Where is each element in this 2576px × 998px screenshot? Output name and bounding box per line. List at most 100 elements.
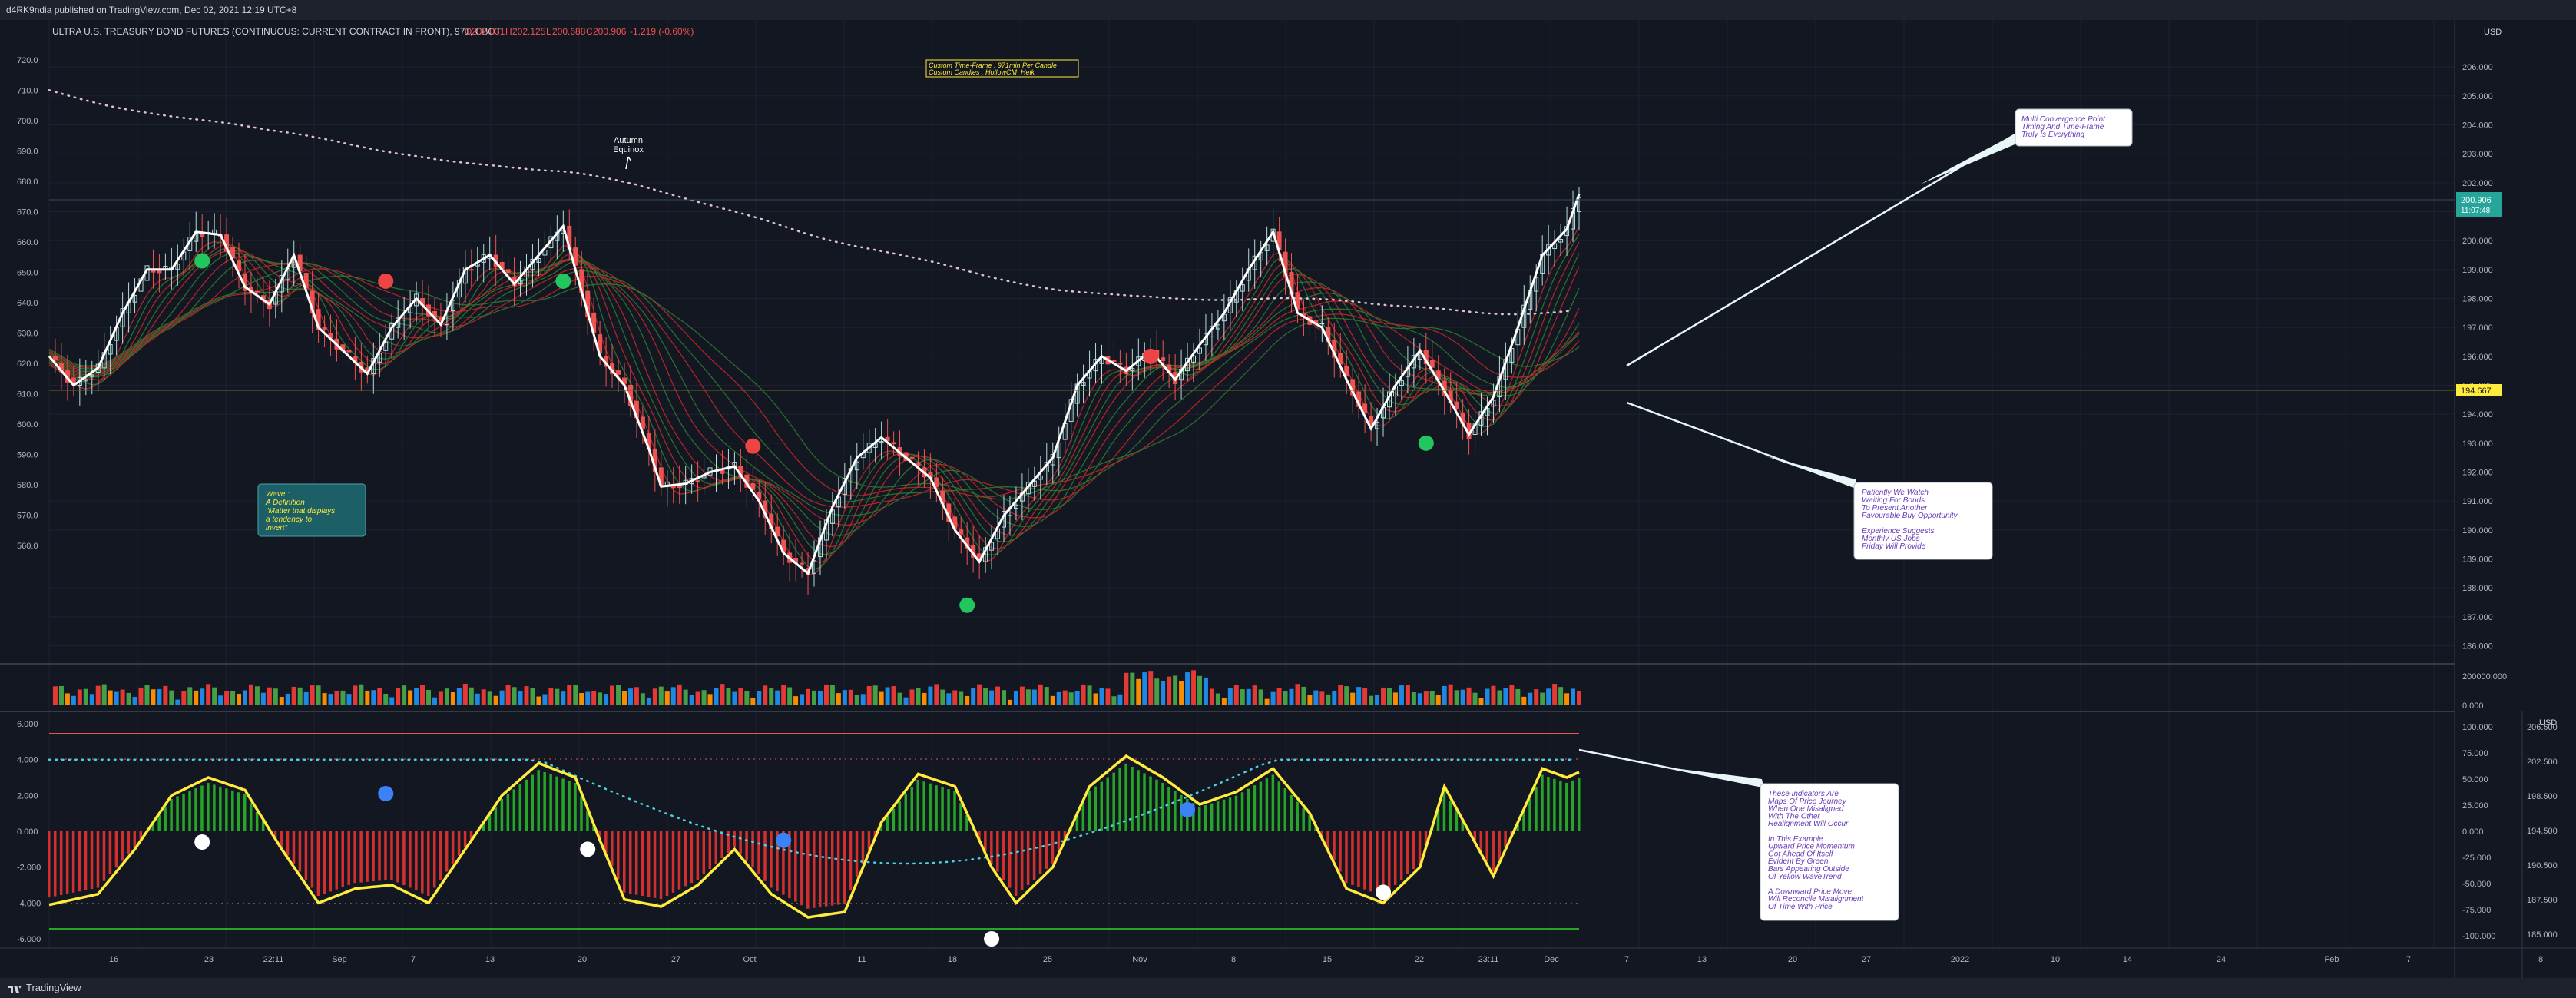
volume-bar — [114, 691, 119, 705]
volume-bar — [524, 686, 529, 705]
volume-bar — [738, 688, 743, 705]
volume-bar — [860, 694, 866, 705]
chart-title: ULTRA U.S. TREASURY BOND FUTURES (CONTIN… — [52, 26, 502, 37]
volume-bar — [677, 684, 682, 705]
volume-bar — [1093, 693, 1098, 705]
histogram-bar — [1339, 831, 1342, 872]
candle-body — [989, 542, 995, 551]
histogram-bar — [1063, 831, 1067, 840]
volume-bar — [1429, 691, 1435, 705]
histogram-bar — [1376, 831, 1379, 894]
histogram-bar — [421, 831, 424, 894]
arrow-icon — [625, 156, 632, 170]
volume-bar — [610, 685, 615, 705]
osc-left-tick: 4.000 — [17, 756, 38, 765]
volume-bar — [634, 687, 639, 705]
histogram-bar — [1547, 777, 1550, 831]
histogram-bar — [617, 831, 620, 880]
volume-bar — [1534, 689, 1539, 705]
osc-far-right-tick: 194.500 — [2527, 827, 2558, 836]
volume-bar — [254, 686, 260, 705]
volume-bar — [248, 684, 253, 705]
candle-body — [812, 560, 816, 574]
osc-far-right-tick: 202.500 — [2527, 758, 2558, 767]
histogram-bar — [1222, 799, 1226, 831]
volume-bar — [426, 690, 432, 705]
candle-body — [230, 247, 236, 259]
time-axis-tick: 14 — [2123, 955, 2132, 964]
histogram-bar — [451, 831, 455, 864]
price-axis-bg[interactable] — [2455, 20, 2576, 978]
candle-body — [536, 257, 541, 263]
volume-bar — [1111, 696, 1117, 705]
volume-bar — [224, 691, 230, 705]
volume-bar — [1197, 675, 1202, 705]
ma-ribbon-line — [48, 262, 1580, 503]
volume-bar — [1038, 684, 1043, 705]
patiently-watch-box[interactable] — [1853, 482, 1993, 560]
annotation-line: A Downward Price Move — [1767, 887, 1853, 896]
candle-body — [505, 269, 511, 274]
volume-bar — [1081, 684, 1086, 705]
volume-bar — [1161, 681, 1166, 705]
candle-body — [854, 461, 859, 471]
histogram-bar — [813, 831, 816, 908]
histogram-bar — [207, 783, 210, 831]
grid — [48, 20, 2455, 948]
volume-bar — [567, 685, 572, 705]
volume-bar — [1460, 689, 1465, 705]
histogram-bar — [1167, 787, 1170, 831]
price-axis[interactable]: 206.000205.000204.000203.000202.000201.0… — [2462, 63, 2558, 941]
histogram-bar — [512, 789, 516, 831]
histogram-bar — [849, 831, 853, 890]
histogram-bar — [794, 831, 797, 902]
histogram-bar — [702, 831, 706, 874]
histogram-bar — [634, 831, 638, 895]
volume-bar — [995, 686, 1001, 705]
time-axis-tick: 15 — [1323, 955, 1332, 964]
histogram-bar — [739, 831, 742, 854]
time-axis-tick: 24 — [2217, 955, 2226, 964]
volume-bar — [585, 691, 591, 705]
indicators-maps-box[interactable] — [1760, 783, 1899, 921]
histogram-bar — [1271, 774, 1275, 831]
annotation-line: Wave : — [266, 490, 290, 499]
annotation-line: Patiently We Watch — [1862, 489, 1929, 497]
volume-bar — [1423, 691, 1429, 705]
volume-bar — [101, 684, 107, 705]
histogram-bar — [482, 823, 485, 831]
volume-bar — [365, 690, 370, 705]
annotation-line: These Indicators Are — [1768, 790, 1839, 798]
histogram-bar — [415, 831, 418, 890]
histogram-bar — [800, 831, 803, 906]
histogram-bar — [1149, 776, 1152, 831]
yellow-price-text: 194.667 — [2461, 386, 2492, 396]
candle-body — [720, 470, 725, 474]
price-axis-tick: 202.000 — [2462, 179, 2493, 188]
histogram-bar — [396, 831, 399, 883]
volume-bar — [438, 691, 443, 705]
volume-bar — [316, 685, 321, 705]
price-axis-tick: 189.000 — [2462, 555, 2493, 564]
multi-convergence-box[interactable] — [2015, 108, 2133, 147]
volume-bar — [1435, 695, 1441, 705]
histogram-bar — [1516, 823, 1519, 831]
published-header: d4RK9ndia published on TradingView.com, … — [0, 0, 2576, 20]
annotation-line: Favourable Buy Opportunity — [1862, 512, 1958, 520]
histogram-bar — [200, 785, 204, 831]
candle-body — [1295, 292, 1300, 310]
volume-bar — [1215, 693, 1220, 705]
histogram-bar — [1075, 815, 1079, 831]
time-axis[interactable]: 16 23 22:11 Sep 7 13 20 27 Oct 11 18 25 Nov 8 15 22 23:1… — [109, 955, 2543, 964]
osc-left-tick: 2.000 — [17, 791, 38, 801]
volume-bar — [138, 687, 144, 705]
volume-bar — [1454, 690, 1459, 705]
candle-body — [1454, 401, 1459, 409]
wave-definition-box — [257, 483, 366, 537]
time-axis-tick: 16 — [109, 955, 118, 964]
volume-bar — [200, 688, 205, 705]
